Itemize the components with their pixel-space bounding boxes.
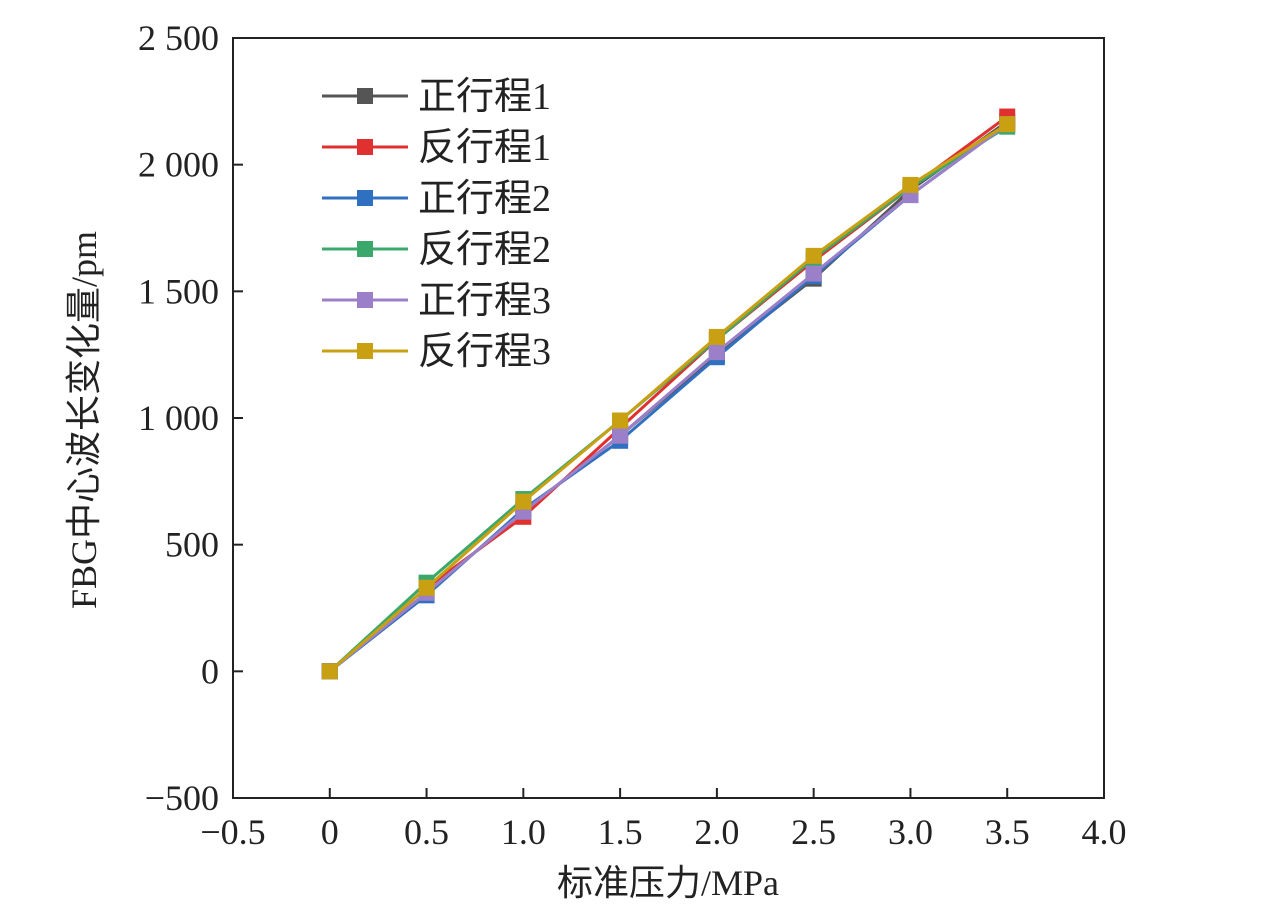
data-point	[612, 427, 629, 444]
x-tick-label: 0.5	[404, 812, 449, 852]
legend-item: 正行程2	[322, 178, 551, 220]
x-tick-label: −0.5	[200, 812, 265, 852]
x-tick-label: 1.5	[598, 812, 643, 852]
x-tick-label: 0	[321, 812, 339, 852]
legend-item: 反行程2	[322, 229, 551, 271]
legend-label: 反行程1	[418, 127, 551, 169]
legend-marker	[357, 139, 373, 155]
x-axis: −0.5 0 0.5 1.0 1.5 2.0 2.5 3.0 3.5 4.0	[200, 788, 1127, 852]
legend-item: 反行程3	[322, 331, 551, 373]
data-point	[321, 663, 338, 680]
x-tick-label: 3.0	[888, 812, 933, 852]
data-point	[708, 344, 725, 361]
data-point	[708, 328, 725, 345]
legend: 正行程1 反行程1 正行程2 反行程2 正行程3 反行程3	[322, 76, 551, 373]
x-axis-title: 标准压力/MPa	[557, 863, 779, 903]
x-tick-label: 1.0	[501, 812, 546, 852]
legend-marker	[357, 241, 373, 257]
y-tick-label: 1 500	[138, 271, 219, 311]
data-point	[805, 247, 822, 264]
legend-label: 反行程2	[418, 229, 551, 271]
data-point	[515, 493, 532, 510]
legend-item: 反行程1	[322, 127, 551, 169]
series-layer	[321, 108, 1016, 680]
x-tick-label: 2.5	[791, 812, 836, 852]
x-tick-label: 3.5	[985, 812, 1030, 852]
y-axis-title: FBG中心波长变化量/pm	[64, 231, 104, 609]
legend-label: 正行程2	[418, 178, 551, 220]
legend-marker	[357, 343, 373, 359]
series-line	[328, 122, 1009, 673]
x-tick-label: 2.0	[694, 812, 739, 852]
y-tick-label: 1 000	[138, 398, 219, 438]
y-tick-label: 2 000	[138, 145, 219, 185]
y-tick-label: −500	[145, 778, 219, 818]
series-6	[321, 116, 1016, 680]
x-tick-label: 4.0	[1082, 812, 1127, 852]
legend-label: 正行程1	[418, 76, 551, 118]
legend-label: 正行程3	[418, 280, 551, 322]
data-point	[418, 579, 435, 596]
legend-item: 正行程1	[322, 76, 551, 118]
legend-marker	[357, 88, 373, 104]
legend-marker	[357, 190, 373, 206]
data-point	[999, 116, 1016, 133]
y-tick-label: 2 500	[138, 18, 219, 58]
data-point	[612, 412, 629, 429]
legend-marker	[357, 292, 373, 308]
data-point	[902, 176, 919, 193]
series-line	[328, 122, 1009, 673]
y-tick-label: 0	[201, 651, 219, 691]
data-point	[805, 265, 822, 282]
y-axis: −500 0 500 1 000 1 500 2 000 2 500	[138, 18, 243, 818]
legend-item: 正行程3	[322, 280, 551, 322]
y-tick-label: 500	[165, 525, 219, 565]
legend-label: 反行程3	[418, 331, 551, 373]
